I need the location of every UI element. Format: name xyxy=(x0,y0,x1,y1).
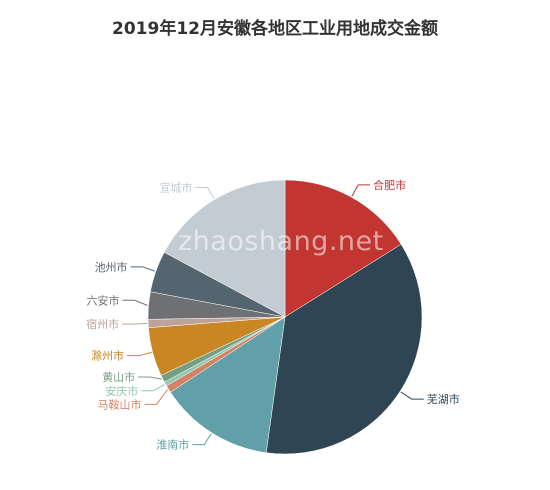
chart-title: 2019年12月安徽各地区工业用地成交金额 xyxy=(112,19,438,39)
pie-label-6: 滁州市 xyxy=(91,349,124,363)
pie-slice-10[interactable] xyxy=(163,179,286,318)
pie-label-5: 黄山市 xyxy=(102,370,135,384)
pie-label-8: 六安市 xyxy=(87,293,120,307)
pie-leader-line-6 xyxy=(127,351,152,357)
pie-leader-line-0 xyxy=(351,184,371,197)
pie-label-4: 安庆市 xyxy=(105,384,138,398)
pie-leader-line-8 xyxy=(122,299,148,306)
pie-label-3: 马鞍山市 xyxy=(98,397,142,411)
pie-leader-line-2 xyxy=(192,433,212,446)
pie-slices xyxy=(147,179,423,455)
pie-leader-line-10 xyxy=(195,186,215,199)
pie-label-2: 淮南市 xyxy=(156,438,189,452)
pie-slice-2[interactable] xyxy=(170,316,286,453)
pie-slice-1[interactable] xyxy=(265,243,423,455)
pie-leader-line-5 xyxy=(138,376,162,380)
pie-slice-0[interactable] xyxy=(284,179,402,318)
pie-label-10: 宣城市 xyxy=(159,180,192,194)
pie-leader-line-1 xyxy=(400,391,424,400)
pie-leader-line-7 xyxy=(122,323,148,325)
pie-leader-line-4 xyxy=(141,383,165,392)
pie-label-7: 宿州市 xyxy=(86,317,119,331)
watermark: zhaoshang.net xyxy=(178,226,384,257)
pie-label-0: 合肥市 xyxy=(373,178,406,192)
pie-label-9: 池州市 xyxy=(95,260,128,274)
pie-label-1: 芜湖市 xyxy=(427,392,460,406)
pie-leader-line-3 xyxy=(144,389,168,405)
pie-leader-line-9 xyxy=(130,266,156,272)
